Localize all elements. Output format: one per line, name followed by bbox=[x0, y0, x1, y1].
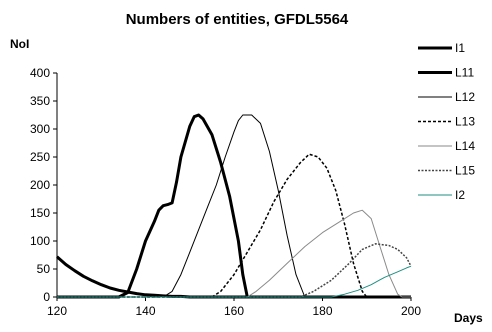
series-line-i2 bbox=[57, 265, 412, 298]
x-axis-label: Days bbox=[454, 311, 483, 325]
y-axis-label: NoI bbox=[10, 37, 29, 51]
y-tick-label: 250 bbox=[30, 150, 50, 164]
series-line-l14 bbox=[57, 209, 411, 298]
y-tick-label: 300 bbox=[30, 122, 50, 136]
legend-label-i1: I1 bbox=[455, 41, 465, 55]
y-tick-label: 50 bbox=[37, 262, 51, 276]
chart-title: Numbers of entities, GFDL5564 bbox=[126, 11, 349, 28]
legend-label-l12: L12 bbox=[455, 90, 475, 104]
y-tick-label: 150 bbox=[30, 206, 50, 220]
x-tick-label: 140 bbox=[135, 304, 155, 318]
legend-label-l15: L15 bbox=[455, 164, 475, 178]
legend-label-l11: L11 bbox=[455, 66, 474, 80]
x-tick-label: 120 bbox=[47, 304, 67, 318]
y-tick-label: 0 bbox=[43, 290, 50, 304]
y-tick-label: 350 bbox=[30, 94, 50, 108]
series-line-l15 bbox=[57, 243, 412, 298]
y-tick-labels: 0 50 100 150 200 250 300 350 400 bbox=[30, 66, 50, 304]
x-tick-labels: 120 140 160 180 200 bbox=[47, 304, 421, 318]
x-tick-label: 160 bbox=[224, 304, 244, 318]
legend-label-l13: L13 bbox=[455, 115, 475, 129]
y-tick-label: 400 bbox=[30, 66, 50, 80]
legend-label-i2: I2 bbox=[455, 188, 465, 202]
legend: I1 L11 L12 L13 L14 L15 I2 bbox=[418, 41, 475, 202]
series-line-l12 bbox=[57, 114, 411, 298]
legend-label-l14: L14 bbox=[455, 139, 475, 153]
axes bbox=[53, 72, 412, 301]
plot-area bbox=[56, 113, 412, 299]
x-tick-label: 180 bbox=[312, 304, 332, 318]
y-tick-label: 200 bbox=[30, 178, 50, 192]
x-tick-label: 200 bbox=[401, 304, 421, 318]
series-line-l11 bbox=[57, 113, 411, 299]
series-line-l13 bbox=[57, 153, 411, 298]
y-tick-label: 100 bbox=[30, 234, 50, 248]
